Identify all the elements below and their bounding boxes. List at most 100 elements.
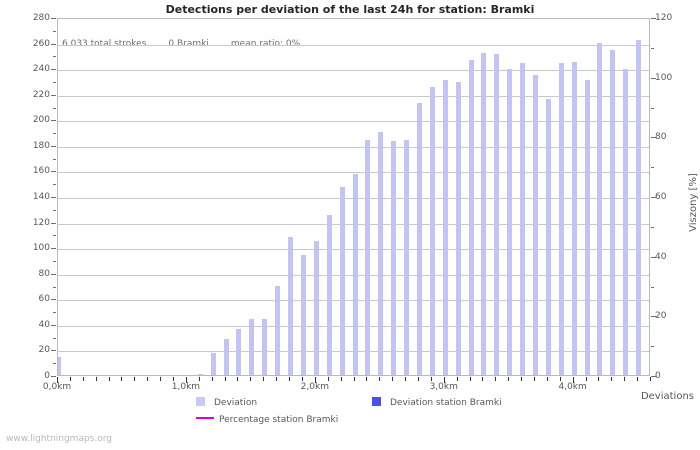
x-tick-minor bbox=[289, 377, 290, 381]
legend-swatch-deviation bbox=[196, 397, 205, 406]
x-tick-minor bbox=[250, 377, 251, 381]
annotation-mean-ratio: mean ratio: 0% bbox=[231, 39, 300, 49]
x-tick-minor bbox=[109, 377, 110, 381]
legend-swatch-deviation-station bbox=[372, 397, 381, 406]
y-tick-right-minor bbox=[651, 167, 654, 169]
bar-deviation bbox=[533, 74, 538, 375]
x-tick-minor bbox=[405, 377, 406, 381]
x-tick-minor bbox=[508, 377, 509, 381]
gridline bbox=[58, 95, 649, 97]
bar-deviation bbox=[585, 79, 590, 375]
x-tick-minor bbox=[457, 377, 458, 381]
bar-deviation bbox=[610, 50, 615, 375]
bar-deviation bbox=[597, 42, 602, 375]
y-tick-left-minor bbox=[53, 209, 56, 211]
x-tick-major bbox=[315, 377, 316, 383]
y-tick-right bbox=[651, 316, 656, 318]
y-tick-left-minor bbox=[53, 133, 56, 135]
x-tick-minor bbox=[147, 377, 148, 381]
y-tick-label-right: 100 bbox=[655, 72, 673, 83]
watermark: www.lightningmaps.org bbox=[6, 434, 112, 444]
x-tick-minor bbox=[160, 377, 161, 381]
x-tick-label: 1,0km bbox=[171, 382, 201, 392]
x-tick-minor bbox=[547, 377, 548, 381]
bar-deviation bbox=[314, 240, 319, 375]
legend-label-percentage-station: Percentage station Bramki bbox=[219, 415, 339, 425]
y-tick-label-left: 240 bbox=[32, 64, 50, 75]
x-tick-label: 0,0km bbox=[42, 382, 72, 392]
x-tick-minor bbox=[624, 377, 625, 381]
y-tick-label-left: 120 bbox=[32, 217, 50, 228]
bar-deviation bbox=[546, 98, 551, 375]
x-tick-minor bbox=[276, 377, 277, 381]
x-tick-minor bbox=[470, 377, 471, 381]
y-tick-label-right: 0 bbox=[655, 371, 661, 381]
chart-legend: Deviation Deviation station Bramki Perce… bbox=[0, 395, 700, 435]
x-tick-minor bbox=[70, 377, 71, 381]
x-tick-minor bbox=[83, 377, 84, 381]
bar-deviation bbox=[236, 328, 241, 375]
y-tick-left bbox=[51, 120, 56, 122]
bar-deviation bbox=[353, 174, 358, 375]
x-tick-minor bbox=[199, 377, 200, 381]
x-tick-minor bbox=[431, 377, 432, 381]
x-tick-minor bbox=[611, 377, 612, 381]
y-tick-label-left: 100 bbox=[32, 243, 50, 254]
y-tick-label-left: 140 bbox=[32, 192, 50, 202]
y-tick-right-minor bbox=[651, 286, 654, 288]
legend-line-percentage-station bbox=[196, 417, 214, 419]
x-tick-minor bbox=[302, 377, 303, 381]
x-tick-minor bbox=[263, 377, 264, 381]
bar-deviation bbox=[417, 102, 422, 375]
y-tick-label-left: 60 bbox=[38, 294, 50, 305]
bar-deviation bbox=[520, 63, 525, 375]
y-tick-left-minor bbox=[53, 184, 56, 186]
x-tick-minor bbox=[354, 377, 355, 381]
x-tick-label: 3,0km bbox=[429, 382, 458, 392]
y-tick-left bbox=[51, 273, 56, 275]
y-tick-label-right: 40 bbox=[655, 251, 667, 262]
bar-deviation bbox=[327, 215, 332, 375]
y-tick-left bbox=[51, 69, 56, 71]
bar-deviation bbox=[572, 61, 577, 375]
x-tick-minor bbox=[495, 377, 496, 381]
y-tick-left bbox=[51, 145, 56, 147]
x-tick-minor bbox=[225, 377, 226, 381]
y-tick-left bbox=[51, 197, 56, 198]
bar-deviation bbox=[262, 318, 267, 375]
bar-deviation bbox=[275, 285, 280, 375]
bar-deviation bbox=[288, 236, 293, 375]
x-tick-minor bbox=[237, 377, 238, 381]
x-tick-minor bbox=[521, 377, 522, 381]
x-tick-minor bbox=[482, 377, 483, 381]
y-tick-left-minor bbox=[53, 235, 56, 237]
x-tick-major bbox=[444, 377, 445, 383]
y-tick-label-left: 280 bbox=[32, 13, 50, 23]
bar-deviation bbox=[507, 69, 512, 375]
x-tick-minor bbox=[637, 377, 638, 381]
y-tick-label-right: 20 bbox=[655, 311, 667, 322]
y-axis-label-left: Count bbox=[0, 187, 3, 218]
x-tick-minor bbox=[341, 377, 342, 381]
bar-deviation bbox=[559, 63, 564, 375]
y-tick-label-left: 160 bbox=[32, 166, 50, 177]
y-tick-label-left: 80 bbox=[38, 268, 50, 279]
bar-deviation bbox=[404, 139, 409, 375]
y-tick-label-left: 220 bbox=[32, 89, 50, 100]
x-tick-minor bbox=[173, 377, 174, 381]
bar-deviation bbox=[211, 353, 216, 375]
bar-deviation bbox=[58, 357, 61, 375]
legend-item-percentage-station: Percentage station Bramki bbox=[196, 415, 338, 425]
x-tick-minor bbox=[134, 377, 135, 381]
bar-deviation bbox=[198, 373, 203, 375]
bar-deviation bbox=[443, 79, 448, 375]
y-tick-right bbox=[651, 18, 656, 19]
y-tick-left-minor bbox=[53, 158, 56, 160]
y-tick-label-left: 180 bbox=[32, 140, 50, 151]
x-tick-minor bbox=[121, 377, 122, 381]
legend-item-deviation-station: Deviation station Bramki bbox=[372, 397, 502, 408]
x-tick-minor bbox=[598, 377, 599, 381]
y-tick-left-minor bbox=[53, 107, 56, 109]
y-tick-left-minor bbox=[53, 363, 56, 365]
x-tick-minor bbox=[560, 377, 561, 381]
